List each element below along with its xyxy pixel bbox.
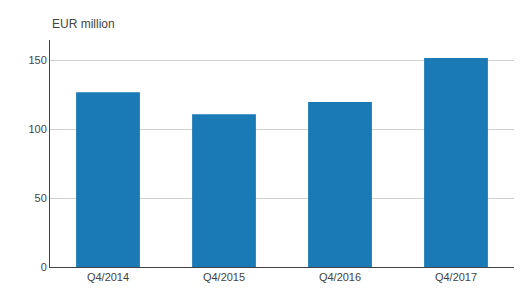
svg-text:100: 100 (28, 123, 46, 135)
svg-text:50: 50 (35, 192, 47, 204)
svg-text:EUR million: EUR million (52, 17, 115, 31)
svg-text:150: 150 (28, 54, 46, 66)
svg-text:Q4/2017: Q4/2017 (435, 271, 477, 283)
svg-text:0: 0 (41, 261, 47, 273)
svg-text:Q4/2016: Q4/2016 (319, 271, 361, 283)
svg-text:Q4/2014: Q4/2014 (87, 271, 129, 283)
svg-text:Q4/2015: Q4/2015 (203, 271, 245, 283)
